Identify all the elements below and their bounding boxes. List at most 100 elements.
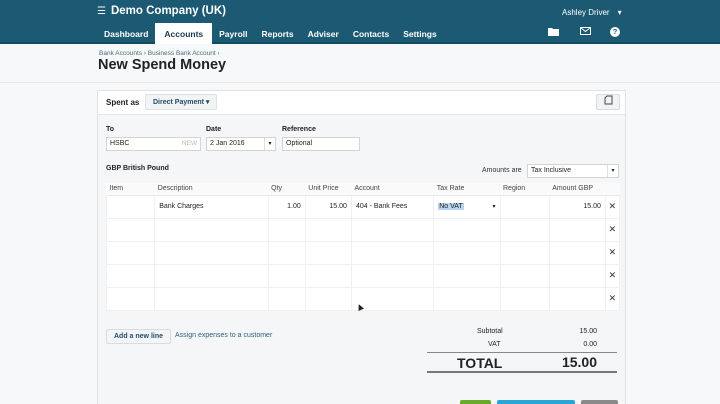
amount-cell[interactable] — [548, 286, 606, 311]
amount-cell[interactable]: 15.00 — [548, 194, 606, 219]
delete-row-icon[interactable]: ✕ — [604, 217, 621, 242]
item-cell[interactable] — [105, 263, 156, 288]
unit-price-cell[interactable] — [304, 286, 352, 311]
cancel-button[interactable] — [581, 400, 618, 404]
delete-row-icon[interactable]: ✕ — [604, 240, 621, 265]
assign-expenses-link[interactable]: Assign expenses to a customer — [175, 332, 273, 339]
region-cell[interactable] — [499, 217, 550, 242]
tax-rate-cell[interactable] — [433, 286, 501, 311]
tax-rate-cell[interactable] — [433, 263, 501, 288]
col-amount: Amount GBP — [549, 183, 606, 196]
description-cell[interactable] — [154, 263, 269, 288]
table-row: ✕ — [105, 240, 621, 265]
currency-label: GBP British Pound — [106, 165, 169, 172]
subtotal-value: 15.00 — [579, 328, 597, 335]
qty-cell[interactable] — [267, 240, 306, 265]
account-cell[interactable]: 404 - Bank Fees — [350, 194, 435, 219]
date-picker-arrow-icon[interactable]: ▾ — [264, 138, 275, 150]
amount-cell[interactable] — [548, 263, 606, 288]
tax-rate-cell[interactable] — [433, 240, 501, 265]
amounts-are-select[interactable]: Tax Inclusive ▾ — [527, 164, 619, 178]
help-icon[interactable]: ? — [610, 27, 620, 37]
account-cell[interactable] — [350, 217, 435, 242]
col-delete — [605, 183, 620, 196]
tax-rate-cell[interactable] — [433, 217, 501, 242]
unit-price-cell[interactable] — [304, 263, 352, 288]
nav-dashboard[interactable]: Dashboard — [104, 29, 149, 39]
unit-price-cell[interactable]: 15.00 — [304, 194, 352, 219]
amount-cell[interactable] — [548, 240, 606, 265]
col-unit-price: Unit Price — [305, 183, 352, 196]
item-cell[interactable] — [105, 194, 156, 219]
col-item: Item — [106, 183, 155, 196]
user-menu[interactable]: Ashley Driver ▾ — [562, 8, 622, 17]
save-button[interactable] — [460, 400, 491, 404]
nav-contacts[interactable]: Contacts — [352, 29, 390, 39]
region-cell[interactable] — [499, 240, 550, 265]
amount-cell[interactable] — [548, 217, 606, 242]
line-items-table: Item Description Qty Unit Price Account … — [105, 183, 621, 311]
document-icon — [604, 95, 612, 105]
account-cell[interactable] — [350, 240, 435, 265]
company-switcher[interactable]: ☰ Demo Company (UK) — [97, 5, 226, 17]
table-header-row: Item Description Qty Unit Price Account … — [106, 183, 620, 196]
table-row: ✕ — [105, 286, 621, 311]
tax-rate-cell[interactable]: No VAT ▾ — [433, 194, 501, 219]
to-field[interactable]: HSBC NEW — [106, 137, 201, 151]
region-cell[interactable] — [499, 286, 550, 311]
table-row: Bank Charges 1.00 15.00 404 - Bank Fees … — [105, 194, 621, 219]
mail-icon[interactable] — [579, 27, 591, 39]
region-cell[interactable] — [499, 194, 550, 219]
copy-document-button[interactable] — [596, 94, 620, 110]
add-new-line-button[interactable]: Add a new line — [106, 329, 172, 344]
reference-field[interactable]: Optional — [282, 137, 360, 151]
chevron-down-icon[interactable]: ▾ — [492, 204, 496, 210]
reference-label: Reference — [282, 126, 316, 133]
spend-money-form: Spent as Direct Payment ▾ To HSBC NEW Da… — [97, 90, 626, 404]
col-region: Region — [500, 183, 550, 196]
qty-cell[interactable] — [267, 286, 306, 311]
account-cell[interactable] — [350, 263, 435, 288]
description-cell[interactable] — [154, 217, 269, 242]
breadcrumb[interactable]: Bank Accounts › Business Bank Account › — [99, 50, 220, 57]
qty-cell[interactable] — [267, 263, 306, 288]
spent-as-dropdown[interactable]: Direct Payment ▾ — [145, 94, 218, 110]
chevron-down-icon: ▾ — [607, 165, 618, 177]
description-cell[interactable] — [154, 240, 269, 265]
region-cell[interactable] — [499, 263, 550, 288]
main-nav: Dashboard Accounts Payroll Reports Advis… — [97, 23, 444, 44]
nav-reports[interactable]: Reports — [261, 29, 294, 39]
divider — [0, 82, 720, 83]
unit-price-cell[interactable] — [304, 217, 352, 242]
save-and-new-button[interactable] — [497, 400, 575, 404]
account-cell[interactable] — [350, 286, 435, 311]
amounts-are-value: Tax Inclusive — [531, 167, 572, 174]
item-cell[interactable] — [105, 286, 156, 311]
delete-row-icon[interactable]: ✕ — [604, 286, 621, 311]
qty-cell[interactable]: 1.00 — [267, 194, 306, 219]
nav-adviser[interactable]: Adviser — [307, 29, 339, 39]
delete-row-icon[interactable]: ✕ — [604, 263, 621, 288]
col-tax-rate: Tax Rate — [433, 183, 500, 196]
nav-settings[interactable]: Settings — [403, 29, 437, 39]
qty-cell[interactable] — [267, 217, 306, 242]
delete-row-icon[interactable]: ✕ — [604, 194, 621, 219]
table-row: ✕ — [105, 217, 621, 242]
user-name: Ashley Driver — [562, 8, 610, 17]
item-cell[interactable] — [105, 240, 156, 265]
to-value: HSBC — [110, 140, 130, 147]
form-header: Spent as Direct Payment ▾ — [98, 91, 625, 115]
date-field[interactable]: 2 Jan 2016 ▾ — [206, 137, 276, 151]
totals-double-divider — [427, 371, 617, 373]
nav-accounts[interactable]: Accounts — [155, 23, 213, 44]
unit-price-cell[interactable] — [304, 240, 352, 265]
to-label: To — [106, 126, 115, 133]
tax-rate-value: No VAT — [438, 203, 464, 210]
col-account: Account — [351, 183, 434, 196]
description-cell[interactable]: Bank Charges — [154, 194, 269, 219]
files-icon[interactable] — [548, 27, 560, 39]
description-cell[interactable] — [154, 286, 269, 311]
nav-payroll[interactable]: Payroll — [219, 29, 248, 39]
item-cell[interactable] — [105, 217, 156, 242]
col-description: Description — [154, 183, 269, 196]
